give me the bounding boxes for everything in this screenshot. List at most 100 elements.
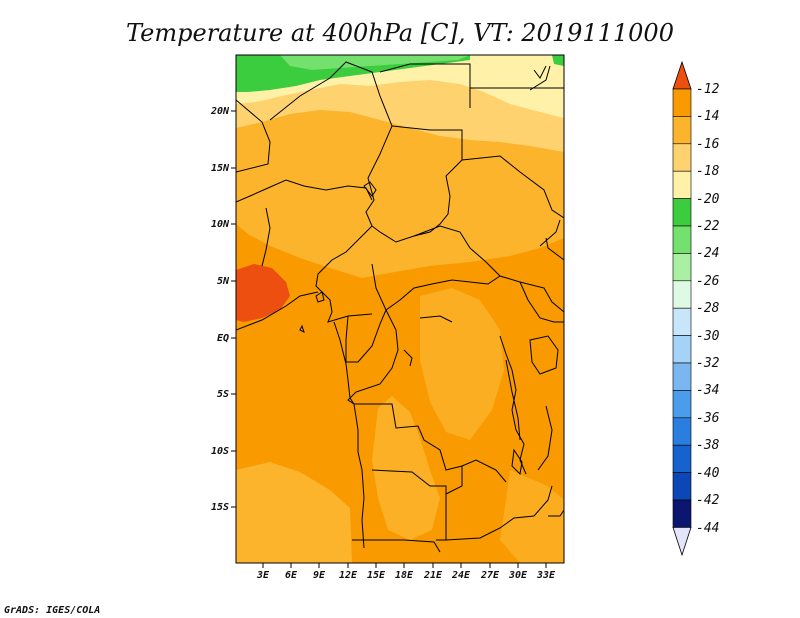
- border-chad: [371, 125, 463, 243]
- map-title: Temperature at 400hPa [C], VT: 201911100…: [126, 19, 674, 47]
- border-eritrea: [539, 219, 561, 247]
- border-ethiopia: [545, 237, 564, 261]
- legend-label-16: -42: [696, 493, 720, 508]
- axis-tick-marks: [231, 110, 547, 568]
- border-congo-drc: [347, 309, 399, 405]
- border-car-south-sudan: [413, 225, 564, 313]
- legend-label-11: -32: [696, 356, 720, 371]
- lake-tanganyika: [505, 359, 521, 441]
- lon-label-3e: 3E: [256, 570, 270, 581]
- border-namibia: [352, 539, 441, 553]
- field-band-minus16-south: [236, 462, 352, 563]
- legend-label-5: -20: [696, 192, 720, 207]
- legend-label-14: -38: [696, 438, 720, 453]
- legend-label-7: -24: [696, 246, 719, 261]
- legend-label-13: -36: [696, 411, 720, 426]
- map-panel: 20N 15N 10N 5N EQ 5S 10S 15S 3E 6E 9E 12…: [210, 54, 565, 581]
- lat-label-10s: 10S: [211, 446, 229, 457]
- lon-label-30e: 30E: [508, 570, 528, 581]
- legend-swatch-15: [672, 472, 692, 501]
- legend-label-1: -12: [696, 82, 720, 97]
- coast-atlantic-southwest: [333, 321, 365, 549]
- border-west: [236, 99, 271, 173]
- lon-label-18e: 18E: [395, 570, 414, 581]
- legend-label-3: -16: [696, 137, 720, 152]
- lake-chad: [363, 181, 377, 197]
- legend-swatch-1: [672, 88, 692, 117]
- legend-swatch-12: [672, 390, 692, 419]
- border-libya: [379, 63, 471, 108]
- legend-swatch-2: [672, 116, 692, 145]
- border-sahel: [236, 179, 373, 203]
- border-zambia-south: [445, 485, 553, 541]
- field-band-minus16-angola: [372, 396, 440, 540]
- lake-victoria: [529, 335, 559, 375]
- border-sudan-north: [461, 155, 564, 219]
- lon-label-21e: 21E: [423, 570, 443, 581]
- legend-label-10: -30: [696, 329, 720, 344]
- lat-label-5n: 5N: [217, 276, 230, 287]
- map-frame: [235, 54, 565, 564]
- lon-label-24e: 24E: [451, 570, 471, 581]
- coast-gulf-guinea: [236, 291, 319, 331]
- lat-label-eq: EQ: [217, 333, 229, 344]
- legend-label-15: -40: [696, 466, 720, 481]
- legend-swatch-14: [672, 444, 692, 473]
- temperature-field: [236, 55, 564, 563]
- legend-swatch-3: [672, 143, 692, 172]
- grads-credit: GrADS: IGES/COLA: [4, 605, 100, 616]
- lat-label-15s: 15S: [211, 502, 229, 513]
- border-angola-drc: [354, 403, 507, 483]
- legend-label-6: -22: [696, 219, 720, 234]
- river-congo-upper: [419, 315, 453, 323]
- border-great-lakes: [499, 335, 527, 475]
- field-band-minus12: [236, 264, 290, 322]
- country-borders: [236, 61, 564, 553]
- border-zambia-west: [445, 466, 463, 495]
- field-band-minus22-northeast: [552, 55, 564, 66]
- lat-label-15n: 15N: [211, 163, 230, 174]
- legend-swatch-9: [672, 307, 692, 336]
- legend-swatch-4: [672, 170, 692, 199]
- legend-bottom-arrow: [672, 527, 692, 557]
- legend-swatch-16: [672, 499, 692, 528]
- legend-label-2: -14: [696, 109, 719, 124]
- legend-label-4: -18: [696, 164, 720, 179]
- legend-color-boxes: [672, 88, 692, 528]
- lon-label-27e: 27E: [480, 570, 500, 581]
- lat-label-20n: 20N: [210, 106, 230, 117]
- border-nigeria-cameroon: [315, 225, 373, 323]
- field-band-minus16-congo: [420, 288, 504, 440]
- field-band-minus24: [280, 55, 470, 70]
- legend-top-arrow: [672, 60, 692, 90]
- legend-swatch-11: [672, 362, 692, 391]
- legend-swatch-13: [672, 417, 692, 446]
- border-uganda-kenya: [519, 281, 564, 323]
- island-bioko: [315, 291, 325, 303]
- lake-mweru: [511, 448, 523, 476]
- legend-label-12: -34: [696, 383, 719, 398]
- legend-swatch-5: [672, 198, 692, 227]
- border-mozambique: [548, 509, 564, 517]
- lat-label-10n: 10N: [211, 219, 230, 230]
- lon-label-6e: 6E: [285, 570, 298, 581]
- border-angola-zambia: [371, 469, 447, 541]
- lon-label-33e: 33E: [536, 570, 556, 581]
- legend-label-8: -26: [696, 274, 720, 289]
- border-car-drc: [371, 263, 501, 311]
- legend-swatch-8: [672, 280, 692, 309]
- legend-swatch-6: [672, 225, 692, 254]
- color-legend: -12 -14 -16 -18 -20 -22 -24 -26 -28 -30 …: [672, 60, 720, 557]
- legend-swatch-7: [672, 253, 692, 282]
- legend-swatch-10: [672, 335, 692, 364]
- legend-label-17: -44: [696, 521, 719, 536]
- island-sao-tome: [299, 324, 305, 333]
- coast-sinai: [533, 65, 547, 79]
- lake-malawi: [537, 405, 553, 471]
- border-west-coast-state: [261, 207, 271, 267]
- river-congo-mid: [403, 349, 413, 367]
- coast-red-sea-north: [529, 65, 551, 91]
- legend-label-9: -28: [696, 301, 720, 316]
- lon-label-12e: 12E: [339, 570, 358, 581]
